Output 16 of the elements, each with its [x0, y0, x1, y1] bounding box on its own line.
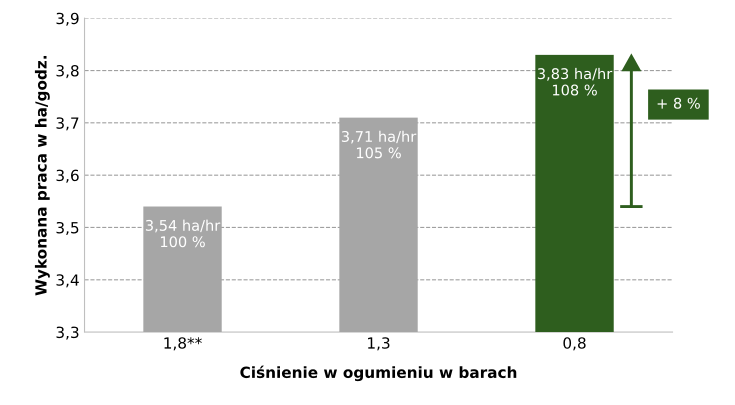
- y-tick-label: 3,3: [56, 326, 78, 340]
- x-tick-label: 0,8: [563, 337, 586, 350]
- y-tick-label: 3,6: [56, 170, 79, 183]
- data-label: 3,83 ha/hr 108 %: [538, 68, 612, 96]
- y-tick-label: 3,5: [56, 222, 78, 236]
- data-label: 3,54 ha/hr 100 %: [146, 220, 220, 248]
- x-axis-title: Ciśnienie w ogumieniu w barach: [240, 366, 516, 382]
- data-label: 3,71 ha/hr 105 %: [342, 130, 416, 158]
- y-tick-label: 3,7: [56, 117, 78, 130]
- y-tick-label: 3,4: [56, 274, 79, 288]
- x-tick-label: 1,3: [368, 337, 390, 350]
- y-axis-title: Wykonana praca w ha/godz.: [34, 56, 50, 296]
- y-tick-label: 3,9: [56, 12, 79, 26]
- x-tick-label: 1,8**: [164, 337, 202, 350]
- y-tick-label: 3,8: [56, 65, 79, 78]
- annotation: + 8 %: [658, 98, 700, 109]
